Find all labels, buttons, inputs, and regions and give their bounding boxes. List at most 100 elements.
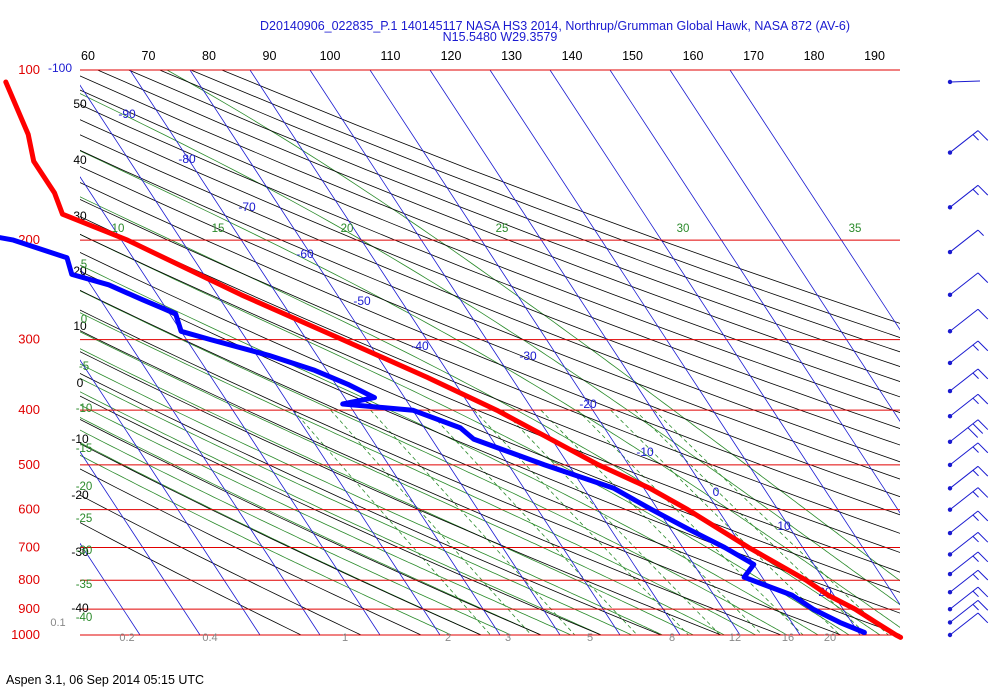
top-axis-label: 190	[864, 49, 885, 63]
mixing-ratio-line	[634, 409, 868, 635]
wind-barb-feather	[977, 272, 989, 283]
moist-adiabat-label: -10	[76, 403, 93, 415]
wind-barb-staff	[949, 272, 979, 296]
top-axis-label: 120	[441, 49, 462, 63]
moist-adiabat-label: 20	[341, 223, 354, 235]
moist-adiabat-line	[80, 150, 900, 628]
wind-barb	[947, 340, 989, 366]
dry-adiabat-label: 10	[73, 319, 87, 333]
wind-barb	[947, 308, 989, 334]
isotherm-line	[249, 70, 621, 635]
wind-barb-staff	[949, 487, 979, 511]
moist-adiabat-line	[166, 70, 900, 582]
wind-barb	[947, 79, 981, 85]
moist-adiabat-line	[80, 264, 819, 635]
mixing-ratio-label: 0.1	[50, 617, 65, 629]
pressure-label: 400	[18, 402, 40, 417]
dry-adiabat-line	[80, 104, 900, 430]
pressure-label: 1000	[11, 627, 40, 642]
wind-barb-feather	[972, 188, 979, 196]
top-axis-label: 130	[501, 49, 522, 63]
mixing-ratio-line	[540, 409, 763, 635]
wind-barb-staff	[949, 465, 979, 489]
pressure-label: 100	[18, 62, 40, 77]
mixing-ratio-label: 3	[505, 632, 511, 644]
dry-adiabat-line	[80, 330, 783, 635]
isotherm-label: -40	[411, 339, 429, 353]
moist-adiabat-line	[80, 233, 850, 635]
dry-adiabat-line	[80, 351, 723, 635]
top-axis-label: 70	[142, 49, 156, 63]
mixing-ratio-label: 5	[587, 632, 593, 644]
dry-adiabat-line	[80, 198, 900, 534]
wind-barb-staff	[949, 569, 979, 593]
top-axis-label: 170	[743, 49, 764, 63]
top-axis-label: 150	[622, 49, 643, 63]
wind-barb	[947, 465, 989, 491]
moist-adiabat-label: -5	[79, 361, 89, 373]
moist-adiabat-line	[80, 377, 633, 635]
mixing-ratio-label: 0.4	[202, 632, 217, 644]
wind-barb-feather	[972, 372, 979, 379]
isotherm-label: -70	[238, 200, 256, 214]
moist-adiabat-label: -40	[76, 612, 93, 624]
mixing-ratio-line	[293, 409, 492, 635]
mixing-ratio-label: 20	[824, 632, 836, 644]
wind-barb-staff	[949, 340, 979, 364]
wind-barb-staff	[949, 308, 979, 332]
isotherm-line	[369, 70, 741, 635]
isotherm-line	[80, 267, 321, 635]
mixing-ratio-line	[427, 409, 638, 635]
dry-adiabat-label: -20	[71, 488, 89, 502]
mixing-ratio-label: 12	[729, 632, 741, 644]
top-axis-label: 140	[562, 49, 583, 63]
wind-barb-feather	[972, 514, 979, 521]
isotherm-label: -90	[118, 107, 136, 121]
wind-barb	[947, 442, 989, 468]
wind-barb-staff	[949, 368, 979, 392]
dry-adiabat-line	[80, 149, 900, 480]
isotherm-line	[0, 70, 20, 635]
wind-barb-feather	[977, 487, 989, 498]
isotherm-label: -50	[353, 294, 371, 308]
wind-barb-staff	[949, 419, 979, 443]
dry-adiabat-line	[80, 75, 900, 398]
mixing-ratio-label: 2	[445, 632, 451, 644]
dry-adiabat-label: 50	[73, 97, 87, 111]
isotherm-line	[80, 176, 381, 635]
wind-barb	[947, 393, 989, 419]
wind-barb-feather	[972, 469, 979, 477]
dry-adiabat-line	[80, 233, 900, 573]
wind-barb	[947, 368, 989, 394]
dewpoint-profile	[0, 235, 867, 635]
dry-adiabat-label: -40	[71, 601, 89, 615]
wind-barb-feather	[972, 590, 979, 598]
mixing-ratio-line	[330, 409, 532, 635]
dry-adiabat-line	[80, 468, 423, 635]
moist-adiabats	[80, 70, 900, 635]
dry-adiabat-line	[80, 373, 663, 635]
moist-adiabat-line	[80, 391, 603, 635]
moist-adiabat-label: -35	[76, 579, 93, 591]
dry-adiabat-line	[80, 522, 303, 635]
wind-barb-feather	[972, 423, 984, 434]
mixing-ratio-label: 1	[342, 632, 348, 644]
isotherm-line	[80, 634, 81, 635]
wind-barb-feather	[967, 427, 979, 438]
wind-barb-feather	[977, 532, 989, 543]
mixing-ratio-line	[473, 409, 690, 635]
mixing-ratio-line	[370, 409, 576, 635]
wind-barb-feather	[977, 393, 989, 405]
isotherm-label: -60	[296, 247, 314, 261]
moist-adiabat-line	[80, 348, 695, 635]
wind-barb-feather	[977, 551, 989, 563]
dry-adiabat-line	[80, 182, 900, 516]
dry-adiabat-line	[80, 270, 900, 614]
top-axis-label: 180	[804, 49, 825, 63]
isotherm-line	[80, 451, 201, 635]
wind-barb	[947, 586, 989, 612]
isotherm-line	[80, 359, 261, 635]
isotherm-line	[729, 70, 900, 331]
isotherm-line	[669, 70, 900, 422]
isotherm-line	[129, 70, 501, 635]
